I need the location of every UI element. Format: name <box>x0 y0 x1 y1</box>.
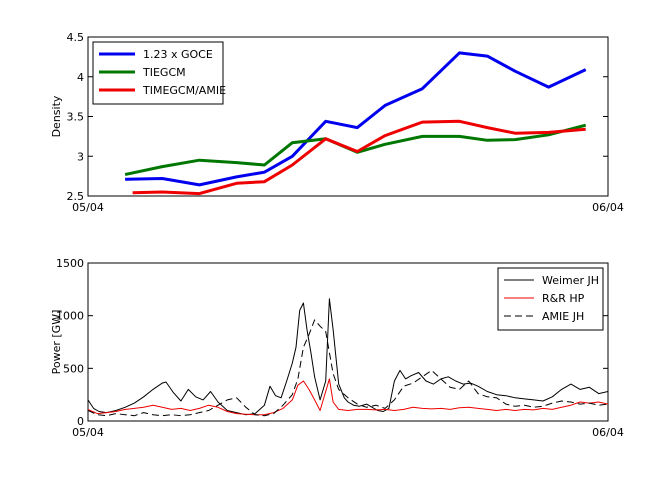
legend-label: 1.23 x GOCE <box>143 48 213 61</box>
series-line-timegcm-amie <box>132 119 586 196</box>
chart-panel-1 <box>87 36 609 197</box>
series-line-1-23-x-goce <box>125 51 587 187</box>
y-tick-label: 3 <box>77 150 84 163</box>
series-line-amie-jh <box>88 319 608 417</box>
y-tick-label: 1000 <box>56 310 84 323</box>
y-tick-label: 500 <box>63 362 84 375</box>
y-axis-label: Power [GW] <box>50 310 63 375</box>
legend-label: TIEGCM <box>142 66 186 79</box>
y-axis-label: Density <box>50 95 63 137</box>
y-tick-label: 4 <box>77 71 84 84</box>
x-tick-label: 06/04 <box>592 201 624 214</box>
series-line-weimer-jh <box>88 298 608 416</box>
legend-label: AMIE JH <box>542 310 584 323</box>
x-tick-label: 05/04 <box>72 201 104 214</box>
y-tick-label: 1500 <box>56 257 84 270</box>
chart-panel-2 <box>87 262 609 422</box>
legend-label: TIMEGCM/AMIE <box>142 84 226 97</box>
legend-label: R&R HP <box>542 292 585 305</box>
x-tick-label: 05/04 <box>72 426 104 439</box>
x-tick-label: 06/04 <box>592 426 624 439</box>
y-tick-label: 2.5 <box>67 190 85 203</box>
y-tick-label: 4.5 <box>67 31 85 44</box>
legend-box <box>497 267 604 331</box>
y-tick-label: 3.5 <box>67 111 85 124</box>
series-line-r-r-hp <box>88 378 608 416</box>
legend-label: Weimer JH <box>542 274 599 287</box>
y-tick-label: 0 <box>77 415 84 428</box>
